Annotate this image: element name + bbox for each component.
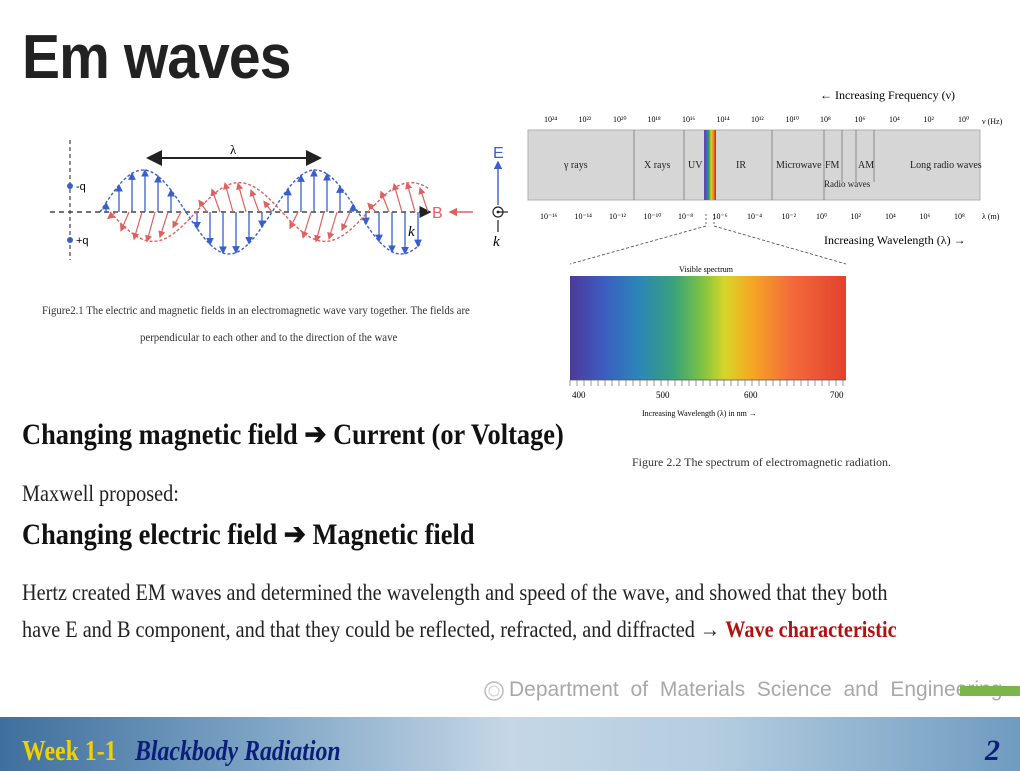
band-long-radio: Long radio waves bbox=[910, 160, 982, 171]
band-uv: UV bbox=[688, 160, 703, 171]
minus-q-label: -q bbox=[76, 181, 86, 193]
lambda-label: λ bbox=[230, 142, 237, 157]
electric-field-line: Changing electric field ➔ Magnetic field bbox=[22, 518, 475, 551]
b-field-arrow bbox=[132, 211, 143, 241]
band-fm: FM bbox=[825, 160, 840, 171]
page-number: 2 bbox=[985, 734, 1000, 767]
footer-bar bbox=[0, 717, 1020, 771]
freq-tick: 10² bbox=[924, 115, 935, 124]
freq-tick: 10¹⁶ bbox=[682, 115, 695, 124]
wavelength-tick: 10⁻¹⁴ bbox=[575, 212, 593, 221]
wavelength-tick: 10⁻¹⁰ bbox=[644, 212, 662, 221]
b-field-arrow bbox=[172, 211, 182, 229]
figure-2-2-caption: Figure 2.2 The spectrum of electromagnet… bbox=[632, 455, 892, 469]
wavelength-tick: 10⁻¹⁶ bbox=[540, 212, 558, 221]
b-field-arrow bbox=[107, 211, 117, 220]
freq-tick: 10¹⁰ bbox=[786, 115, 800, 124]
band-ir: IR bbox=[736, 160, 746, 171]
b-field-arrow bbox=[145, 211, 156, 243]
b-field-arrow bbox=[249, 188, 260, 213]
b-field-arrow bbox=[223, 182, 234, 213]
freq-tick: 10¹² bbox=[751, 115, 764, 124]
freq-tick: 10²² bbox=[579, 115, 592, 124]
freq-tick: 10⁶ bbox=[855, 115, 866, 124]
b-field-arrow bbox=[418, 186, 429, 213]
b-label: B bbox=[432, 205, 443, 222]
b-field-arrow bbox=[341, 211, 351, 232]
visible-tick-400: 400 bbox=[572, 390, 586, 400]
plus-q-label: +q bbox=[76, 235, 89, 247]
b-field-arrow bbox=[210, 188, 221, 213]
b-field-arrow bbox=[158, 211, 169, 239]
magnetic-field-line: Changing magnetic field ➔ Current (or Vo… bbox=[22, 418, 564, 451]
wavelength-tick: 10⁻¹² bbox=[609, 212, 627, 221]
freq-tick: 10¹⁴ bbox=[717, 115, 730, 124]
accent-bar bbox=[960, 686, 1020, 696]
freq-tick: 10⁴ bbox=[889, 115, 900, 124]
b-field-arrow bbox=[379, 190, 390, 213]
b-field-arrow bbox=[263, 200, 273, 213]
freq-tick: 10⁸ bbox=[820, 115, 831, 124]
b-field-arrow bbox=[236, 182, 247, 213]
week-label: Week 1-1 bbox=[22, 736, 117, 767]
wavelength-tick: 10⁻⁴ bbox=[747, 212, 762, 221]
wavelength-tick: 10⁴ bbox=[885, 212, 896, 221]
band-am: AM bbox=[858, 160, 874, 171]
freq-tick: 10⁰ bbox=[958, 115, 969, 124]
band-radio-waves: Radio waves bbox=[824, 179, 871, 189]
maxwell-line: Maxwell proposed: bbox=[22, 481, 179, 506]
band-xray: X rays bbox=[644, 160, 670, 171]
freq-heading: ← Increasing Frequency (ν) bbox=[820, 88, 955, 102]
freq-unit: ν (Hz) bbox=[982, 117, 1003, 126]
hertz-line1: Hertz created EM waves and determined th… bbox=[22, 580, 888, 605]
freq-tick: 10¹⁸ bbox=[648, 115, 661, 124]
slide-title: Em waves bbox=[22, 23, 291, 92]
k-label: k bbox=[408, 224, 415, 240]
b-field-arrow bbox=[405, 181, 416, 213]
k2-label: k bbox=[493, 234, 500, 250]
topic-label: Blackbody Radiation bbox=[135, 736, 341, 767]
b-field-arrow bbox=[198, 199, 208, 213]
b-field-arrow bbox=[314, 211, 325, 243]
visible-tick-500: 500 bbox=[656, 390, 670, 400]
wavelength-tick: 10⁶ bbox=[920, 212, 931, 221]
visible-axis-label: Increasing Wavelength (λ) in nm → bbox=[642, 409, 757, 418]
wl-heading: Increasing Wavelength (λ) → bbox=[824, 233, 966, 247]
e-label: E bbox=[493, 145, 504, 162]
hertz-line2: have E and B component, and that they co… bbox=[22, 617, 897, 643]
em-wave-figure: λ -q +q k B E k bbox=[50, 140, 508, 260]
wavelength-tick: 10⁰ bbox=[816, 212, 827, 221]
band-gamma: γ rays bbox=[563, 160, 588, 171]
visible-tick-700: 700 bbox=[830, 390, 844, 400]
hertz-line2-text: have E and B component, and that they co… bbox=[22, 617, 726, 642]
b-field-arrow bbox=[392, 183, 403, 213]
b-field-arrow bbox=[289, 211, 299, 230]
department-label: Department of Materials Science and Engi… bbox=[509, 678, 1003, 701]
wl-unit: λ (m) bbox=[982, 212, 1000, 221]
figure-2-1-caption-line1: Figure2.1 The electric and magnetic fiel… bbox=[42, 303, 470, 317]
figure-2-1-caption-line2: perpendicular to each other and to the d… bbox=[140, 330, 398, 344]
band-microwave: Microwave bbox=[776, 160, 822, 171]
freq-tick: 10²⁴ bbox=[544, 115, 557, 124]
wavelength-tick: 10² bbox=[851, 212, 862, 221]
wavelength-tick: 10⁻⁸ bbox=[678, 212, 693, 221]
b-field-arrow bbox=[327, 211, 338, 240]
freq-tick: 10²⁰ bbox=[613, 115, 627, 124]
b-field-arrow bbox=[120, 211, 130, 232]
visible-tick-600: 600 bbox=[744, 390, 758, 400]
em-spectrum-figure: ← Increasing Frequency (ν) 10²⁴ 10²² 10²⁰ 1… bbox=[527, 88, 1003, 418]
visible-spectrum-title: Visible spectrum bbox=[679, 265, 734, 274]
university-seal-icon bbox=[484, 681, 504, 701]
wave-characteristic: Wave characteristic bbox=[725, 617, 897, 642]
wavelength-tick: 10⁻⁶ bbox=[713, 212, 728, 221]
wavelength-tick: 10⁻² bbox=[782, 212, 797, 221]
wavelength-tick: 10⁸ bbox=[954, 212, 965, 221]
